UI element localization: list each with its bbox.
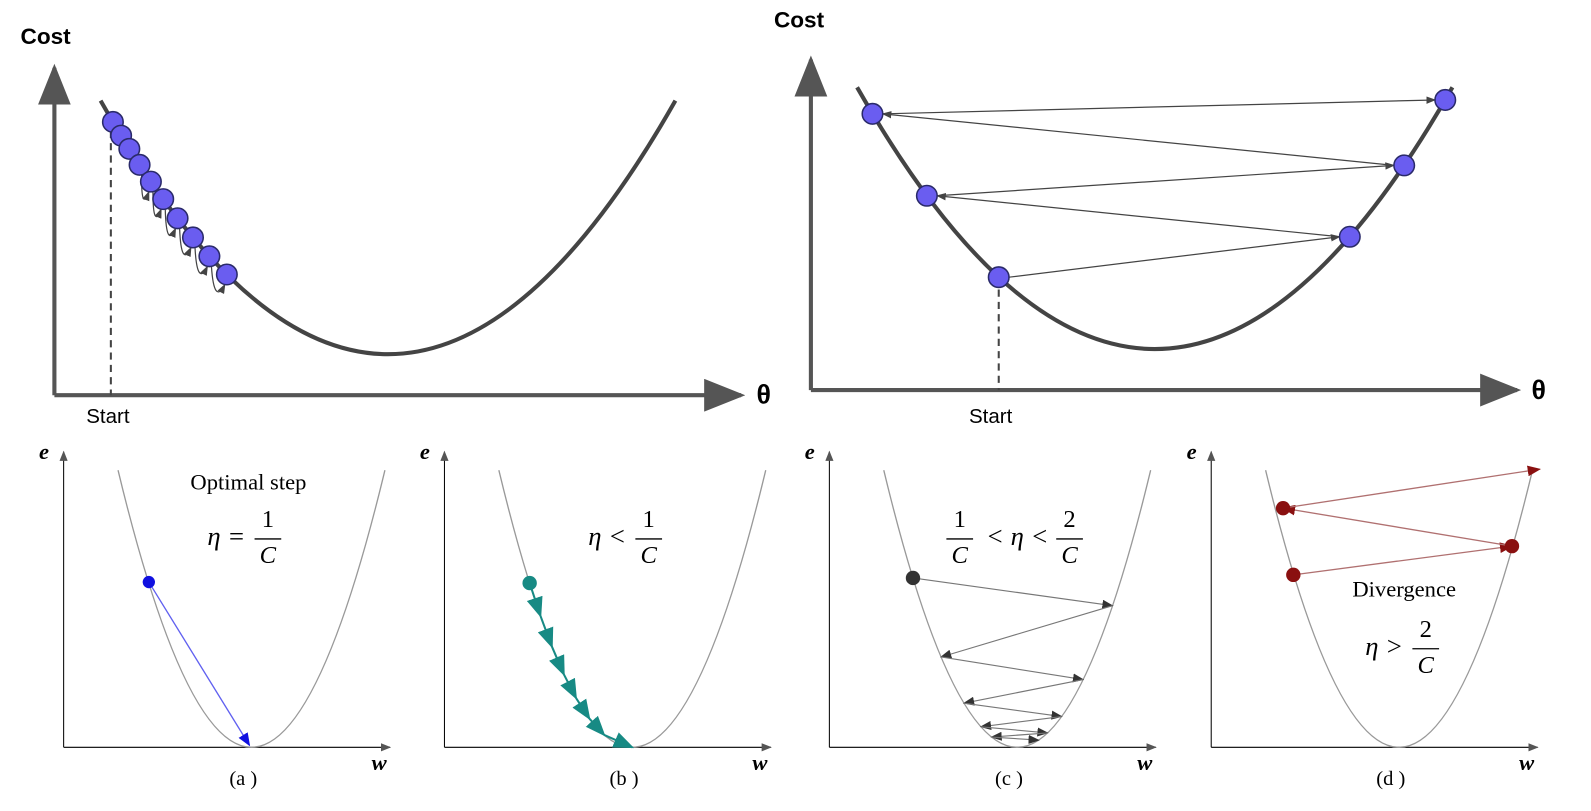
start-label: Start: [86, 405, 130, 428]
step-arrow: [1293, 542, 1514, 576]
caption: (c ): [995, 768, 1023, 790]
step-arrow: [1008, 234, 1341, 278]
x-label: θ: [1531, 375, 1545, 405]
top-left-panel: Cost θ Start: [21, 24, 771, 428]
step-dot: [1275, 500, 1291, 516]
step-dot: [987, 266, 1010, 289]
formula-left: η >: [1365, 631, 1403, 661]
y-label: e: [805, 439, 815, 464]
denominator: C: [952, 542, 969, 569]
step-arrow: [980, 726, 1049, 737]
y-label: Cost: [21, 24, 72, 49]
bottom-panel: e w (c ) 1 C < η < 2 C: [805, 439, 1157, 790]
step-arrow: [1282, 465, 1541, 509]
step-arrow: [962, 679, 1084, 706]
panel-title: Optimal step: [190, 470, 306, 495]
bottom-panel: e w (d ) η > 2 C Divergence: [1187, 439, 1541, 790]
step-arrow: [941, 656, 1085, 683]
cost-curve: [855, 86, 1455, 352]
denominator: C: [1418, 652, 1435, 679]
step-dot: [1338, 225, 1361, 248]
y-label: e: [420, 439, 430, 464]
step-arrow: [882, 96, 1437, 115]
error-curve: [117, 470, 386, 748]
step-arrow: [963, 702, 1063, 720]
step-arc: [194, 247, 208, 276]
step-arrow: [990, 731, 1048, 741]
y-label: Cost: [774, 8, 825, 33]
step-dot: [198, 245, 221, 268]
denominator: C: [1061, 542, 1078, 569]
step-arrow: [881, 111, 1394, 167]
step-dot: [139, 170, 162, 193]
step-dot: [1286, 567, 1301, 583]
step-dot: [1434, 88, 1457, 111]
numerator: 1: [954, 506, 966, 533]
step-arrow: [1281, 504, 1513, 547]
x-label: w: [372, 750, 388, 775]
formula-left: η <: [588, 521, 626, 551]
start-label: Start: [969, 405, 1013, 428]
cost-curve: [98, 99, 678, 357]
error-curve: [1264, 470, 1534, 748]
step-dot: [905, 570, 921, 586]
step-arrow: [537, 615, 554, 649]
denominator: C: [640, 542, 657, 569]
step-arrow: [585, 715, 606, 737]
bottom-panel: e w (b ) η < 1 C: [420, 439, 772, 790]
step-dot: [128, 153, 151, 176]
numerator: 1: [262, 506, 274, 533]
caption: (b ): [610, 768, 639, 790]
step-dot: [915, 184, 938, 207]
y-label: e: [1187, 439, 1197, 464]
step-dot: [861, 102, 884, 125]
step-arrow: [937, 162, 1396, 197]
step-arc: [179, 228, 192, 258]
formula-left: η =: [207, 521, 245, 551]
numerator: 2: [1420, 616, 1432, 643]
x-label: w: [752, 750, 768, 775]
caption: (a ): [229, 768, 257, 790]
step-dot: [1393, 154, 1416, 177]
step-arrow: [935, 192, 1340, 238]
step-arrow: [560, 673, 578, 700]
numerator: 1: [643, 506, 655, 533]
step-arrow: [572, 697, 591, 721]
denominator: C: [260, 542, 277, 569]
step-dot: [118, 137, 141, 160]
bottom-panel: e w (a ) η = 1 C Optimal step: [39, 439, 392, 790]
step-arrow: [991, 734, 1040, 744]
step-dot: [142, 575, 155, 589]
step-arrow: [603, 732, 635, 749]
formula-middle: < η <: [986, 521, 1049, 551]
step-dot: [1504, 538, 1520, 554]
step-dot: [522, 575, 537, 591]
x-label: w: [1519, 750, 1535, 775]
step-dot: [152, 188, 175, 211]
step-arrow: [912, 577, 1114, 609]
step-arrow: [148, 581, 251, 747]
error-curve: [883, 470, 1152, 748]
y-label: e: [39, 439, 49, 464]
top-right-panel: Cost θ Start: [774, 8, 1546, 429]
step-dot: [181, 226, 205, 249]
x-label: θ: [756, 379, 770, 409]
step-arrow: [940, 605, 1113, 659]
step-arc: [210, 266, 226, 295]
numerator: 2: [1063, 506, 1075, 533]
x-label: w: [1137, 750, 1153, 775]
step-dot: [166, 207, 189, 230]
step-arrow: [549, 646, 565, 677]
step-arrow: [979, 715, 1062, 730]
panel-title: Divergence: [1352, 576, 1456, 601]
caption: (d ): [1376, 768, 1405, 790]
step-dot: [215, 263, 238, 286]
step-arc: [164, 209, 177, 238]
